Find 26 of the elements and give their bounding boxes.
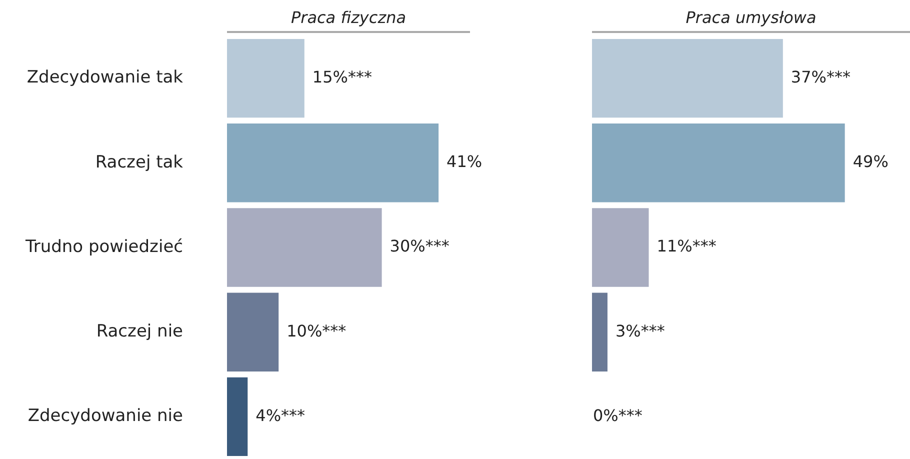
data-label: 49% [852, 152, 888, 172]
y-tick-label: Zdecydowanie tak [26, 68, 184, 88]
chart-title: Praca fizyczna [227, 8, 470, 33]
bar [592, 208, 649, 287]
data-label: 37%*** [790, 67, 850, 86]
y-tick-label: Raczej tak [95, 152, 184, 172]
data-label: 11%*** [656, 236, 716, 256]
data-label: 30%*** [390, 236, 450, 256]
y-tick-label: Raczej nie [96, 322, 183, 342]
bar [227, 124, 439, 202]
bar [592, 38, 783, 118]
bar [227, 208, 382, 287]
bar [227, 292, 279, 372]
data-label: 10%*** [286, 321, 346, 340]
bar [592, 124, 845, 202]
y-tick-label: Zdecydowanie nie [28, 406, 183, 426]
data-label: 3%*** [615, 321, 665, 340]
bar [227, 38, 304, 118]
bar [227, 377, 248, 456]
y-tick-label: Trudno powiedzieć [24, 236, 183, 257]
data-label: 15%*** [312, 67, 372, 86]
chart-title: Praca umysłowa [592, 8, 910, 33]
data-label: 4%*** [256, 406, 306, 425]
data-label: 0%*** [593, 406, 642, 425]
data-label: 41% [446, 152, 482, 172]
bar [592, 292, 608, 372]
